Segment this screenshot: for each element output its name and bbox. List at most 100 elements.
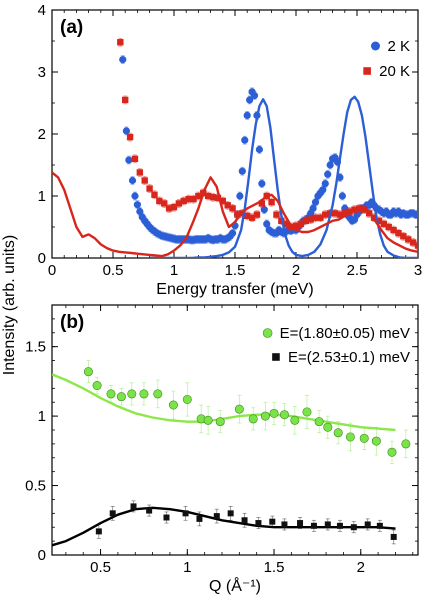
data-point [141, 177, 148, 184]
data-point [322, 211, 329, 218]
data-point [309, 204, 317, 212]
data-point [364, 521, 371, 528]
data-point [390, 226, 397, 234]
data-point [215, 417, 225, 427]
data-point [119, 56, 127, 64]
data-point [279, 410, 289, 420]
legend-marker [262, 328, 273, 338]
data-point [341, 210, 348, 217]
data-point [314, 417, 324, 427]
data-point [153, 389, 163, 399]
fit-curve [52, 506, 396, 547]
x-tick-label: 1.5 [225, 262, 246, 279]
y-tick-label: 1.5 [25, 339, 46, 356]
data-point [161, 200, 168, 207]
data-point [224, 202, 231, 209]
data-point [203, 415, 213, 425]
data-point [133, 201, 141, 209]
data-point [287, 223, 295, 231]
x-tick-label: 0.5 [90, 559, 111, 576]
data-point [297, 520, 304, 527]
legend-marker [363, 67, 371, 75]
data-point [146, 507, 153, 514]
data-point [375, 217, 383, 224]
data-point [371, 436, 381, 446]
data-point [319, 186, 327, 194]
data-point [146, 185, 153, 192]
data-point [302, 407, 312, 417]
data-point [248, 214, 256, 221]
data-point [131, 155, 139, 162]
data-point [310, 522, 317, 529]
data-point [244, 212, 251, 220]
x-tick-label: 2.5 [347, 262, 368, 279]
data-point [268, 199, 275, 206]
data-point [409, 239, 417, 246]
data-point [241, 136, 249, 144]
panel-b: 0.5 1 1.5 200.511.5Q (Å⁻¹)(b)E=(1.80±0.05) … [25, 304, 419, 595]
data-point [195, 192, 202, 200]
data-point [311, 198, 320, 206]
data-point [248, 414, 258, 424]
data-point [297, 220, 305, 228]
x-tick-label: 1 [183, 559, 191, 576]
x-axis-label: Energy transfer (meV) [156, 281, 313, 298]
data-point [170, 203, 178, 211]
data-point [269, 518, 276, 525]
data-point [109, 510, 116, 517]
plot-frame [51, 304, 419, 556]
data-point [163, 514, 170, 521]
legend-label: 2 K [387, 38, 410, 55]
data-point [414, 211, 418, 219]
x-tick-label: 2 [357, 559, 365, 576]
x-tick-label: 1.5 [264, 559, 285, 576]
data-point [127, 389, 137, 399]
x-tick-label: 3 [414, 262, 422, 279]
data-point [345, 432, 355, 442]
y-tick-label: 2 [38, 126, 46, 143]
panel-label: (b) [60, 312, 84, 333]
y-tick-label: 1 [38, 408, 46, 425]
data-point [317, 214, 324, 221]
data-point [246, 96, 254, 104]
data-point [321, 180, 329, 188]
data-point [122, 96, 129, 104]
data-point [243, 111, 251, 119]
data-point [336, 522, 343, 529]
data-point [116, 392, 126, 402]
data-point [324, 170, 332, 178]
y-tick-label: 3 [38, 64, 46, 81]
data-point [165, 205, 173, 212]
panel-label: (a) [60, 17, 83, 38]
data-point [241, 517, 248, 524]
data-point [168, 400, 178, 410]
data-point [307, 216, 314, 223]
data-point [130, 503, 137, 510]
data-point [260, 411, 270, 421]
data-point [95, 528, 102, 535]
data-point [405, 236, 412, 243]
legend-label: E=(1.80±0.05) meV [280, 325, 410, 342]
data-point [128, 176, 137, 185]
data-point [228, 229, 237, 237]
data-point [209, 194, 217, 201]
data-point [151, 191, 158, 198]
fit-curve [149, 95, 418, 258]
data-point [292, 222, 300, 229]
data-point [338, 192, 346, 200]
data-point [273, 211, 280, 218]
data-point [175, 200, 183, 207]
data-point [117, 39, 124, 46]
y-tick-label: 0 [38, 250, 46, 267]
data-point [126, 133, 134, 141]
data-point [253, 211, 261, 218]
data-point [390, 533, 397, 540]
x-tick-label: 2 [292, 262, 300, 279]
y-tick-label: 0.5 [25, 478, 46, 495]
data-point [234, 404, 244, 414]
data-point [255, 145, 263, 154]
data-point [229, 205, 236, 212]
data-point [312, 214, 319, 221]
data-point [281, 521, 288, 528]
data-point [204, 192, 212, 200]
